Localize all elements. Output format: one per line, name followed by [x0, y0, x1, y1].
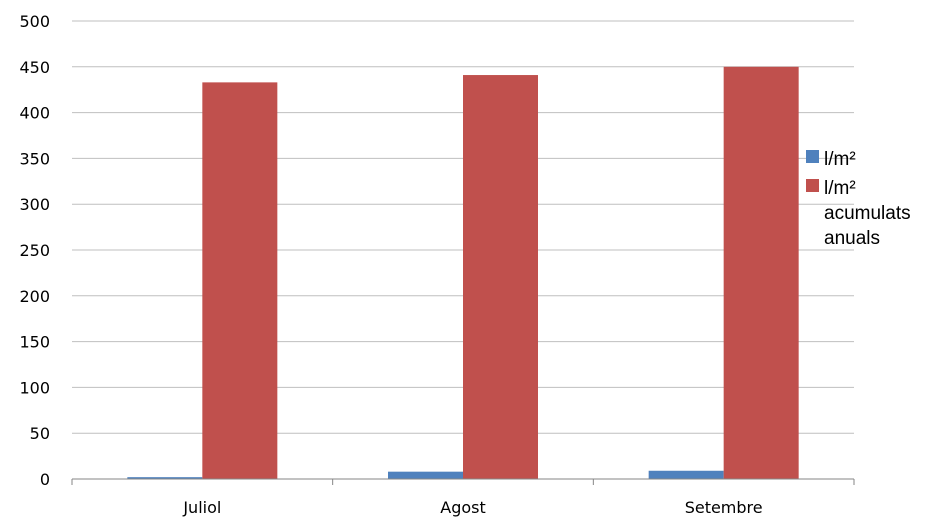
y-tick-label: 200: [19, 287, 50, 306]
bar-lm2-acumulats-setembre: [723, 66, 799, 480]
legend-label: anuals: [824, 228, 880, 249]
y-tick-label: 0: [40, 470, 50, 489]
bar-lm2-acumulats-agost: [463, 75, 538, 479]
bar-lm2-agost: [388, 471, 463, 479]
y-tick-label: 450: [19, 58, 50, 77]
bar-lm2-acumulats-juliol: [202, 82, 278, 479]
legend-label: acumulats: [824, 203, 911, 224]
y-tick-label: 150: [19, 333, 50, 352]
y-tick-label: 50: [30, 424, 50, 443]
y-tick-label: 300: [19, 195, 50, 214]
x-tick-label: Setembre: [685, 498, 763, 517]
y-tick-label: 100: [19, 378, 50, 397]
y-tick-label: 500: [19, 12, 50, 31]
x-axis-tick-labels: Juliol Agost Setembre: [182, 498, 762, 517]
legend-swatch: [806, 179, 819, 192]
bar-lm2-juliol: [127, 477, 203, 479]
bars: [127, 66, 799, 480]
bar-lm2-setembre: [648, 470, 724, 479]
legend-label: l/m²: [824, 149, 856, 170]
legend-label: l/m²: [824, 178, 856, 199]
x-tick-label: Agost: [440, 498, 486, 517]
y-tick-label: 400: [19, 104, 50, 123]
y-axis-tick-labels: 0 50 100 150 200 250 300 350 400 450 500: [19, 12, 50, 489]
y-tick-label: 250: [19, 241, 50, 260]
x-axis: [71, 478, 855, 485]
legend-swatch: [806, 150, 819, 163]
legend: l/m² l/m² acumulats anuals: [806, 149, 911, 249]
x-tick-label: Juliol: [182, 498, 221, 517]
y-tick-label: 350: [19, 149, 50, 168]
